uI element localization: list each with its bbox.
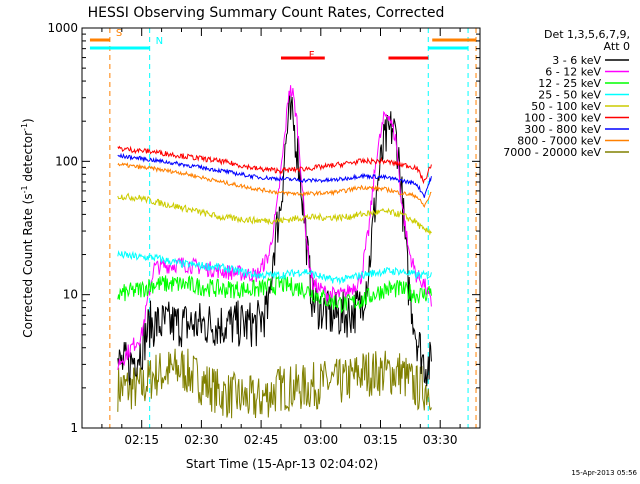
- legend-label-1: 6 - 12 keV: [545, 66, 601, 79]
- x-tick-label-2: 02:45: [244, 433, 279, 447]
- series-line-3: [117, 250, 432, 286]
- series-line-5: [117, 145, 432, 185]
- x-tick-label-0: 02:15: [124, 433, 159, 447]
- series-line-8: [117, 348, 432, 419]
- legend-label-4: 50 - 100 keV: [531, 100, 601, 113]
- legend-label-8: 7000 - 20000 keV: [503, 146, 601, 159]
- series-line-6: [117, 152, 432, 198]
- x-tick-label-1: 02:30: [184, 433, 219, 447]
- flag-label-S: S: [116, 28, 122, 39]
- x-tick-label-4: 03:15: [363, 433, 398, 447]
- y-axis-label-part1: Corrected Count Rate (s: [21, 193, 35, 337]
- legend-label-6: 300 - 800 keV: [524, 123, 601, 136]
- x-tick-label-3: 03:00: [304, 433, 339, 447]
- y-tick-label-0: 1: [70, 421, 78, 435]
- legend-header-1: Det 1,3,5,6,7,9,: [544, 28, 630, 41]
- legend-label-3: 25 - 50 keV: [538, 89, 601, 102]
- legend-label-7: 800 - 7000 keV: [517, 135, 601, 148]
- generation-timestamp: 15-Apr-2013 05:56: [571, 469, 637, 477]
- y-axis-label-sup1: -1: [20, 185, 29, 193]
- x-tick-label-5: 03:30: [423, 433, 458, 447]
- legend-label-0: 3 - 6 keV: [552, 54, 601, 67]
- x-axis-label: Start Time (15-Apr-13 02:04:02): [186, 457, 378, 471]
- flag-label-N: N: [156, 36, 163, 47]
- flag-label-F: F: [309, 50, 315, 61]
- series-line-4: [117, 192, 432, 236]
- legend-label-5: 100 - 300 keV: [524, 112, 601, 125]
- axes: 1 10 100 1000 02:15 02:30 02:45 03:00 03:15 03:30: [47, 21, 481, 447]
- series-line-2: [117, 275, 432, 314]
- chart-title: HESSI Observing Summary Count Rates, Cor…: [88, 5, 445, 21]
- y-tick-label-2: 100: [55, 154, 78, 168]
- y-axis-label: Corrected Count Rate (s-1 detector-1): [20, 118, 35, 337]
- y-axis-label-sup2: -1: [20, 123, 29, 131]
- y-axis-label-part3: ): [21, 118, 35, 123]
- legend-header-2: Att 0: [604, 40, 630, 53]
- y-axis-label-part2: detector: [21, 131, 35, 186]
- plot-content: S N F: [89, 28, 477, 428]
- y-tick-label-3: 1000: [47, 21, 78, 35]
- series-line-7: [117, 162, 432, 208]
- legend-label-2: 12 - 25 keV: [538, 77, 601, 90]
- y-tick-label-1: 10: [63, 288, 78, 302]
